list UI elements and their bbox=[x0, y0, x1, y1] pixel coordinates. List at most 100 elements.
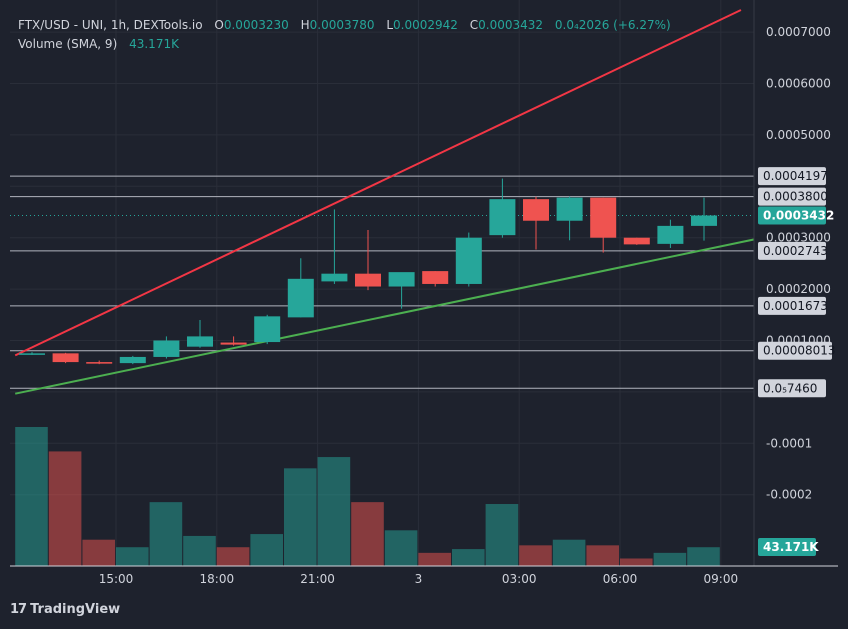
price-tick-label: 0.0002000 bbox=[766, 282, 831, 296]
time-axis[interactable]: 15:00 18:00 21:00 3 03:00 06:00 09:00 bbox=[10, 565, 838, 586]
candle-body bbox=[119, 356, 146, 364]
level-price-badge-label: 0.0002743 bbox=[763, 244, 828, 258]
volume-bar bbox=[418, 552, 451, 566]
legend-volume-label: Volume (SMA, 9) bbox=[18, 37, 118, 51]
candle bbox=[422, 271, 449, 287]
level-price-badge-label: 0.0001673 bbox=[763, 299, 828, 313]
candle-body bbox=[590, 197, 617, 238]
level-price-badge-box bbox=[758, 341, 832, 360]
level-price-badge[interactable]: 0.0004197 bbox=[758, 167, 828, 186]
level-price-badge[interactable]: 0.0003800 bbox=[758, 187, 828, 206]
time-tick-label: 09:00 bbox=[704, 572, 739, 586]
chart-legend: FTX/USD - UNI, 1h, DEXTools.io O0.000323… bbox=[18, 16, 671, 54]
candle-body bbox=[187, 336, 213, 347]
volume-bar bbox=[552, 539, 586, 566]
tradingview-logo[interactable]: 17 TradingView bbox=[10, 602, 120, 617]
horizontal-levels[interactable] bbox=[10, 175, 754, 389]
candle bbox=[187, 319, 213, 348]
legend-symbol: FTX/USD - UNI, 1h, DEXTools.io bbox=[18, 18, 203, 32]
current-price-badge[interactable]: 0.0003432 bbox=[758, 206, 834, 225]
candle bbox=[355, 229, 381, 291]
support-trendline[interactable] bbox=[14, 234, 775, 395]
volume-bar bbox=[284, 468, 317, 566]
candle-body bbox=[254, 316, 281, 343]
volume-bar bbox=[82, 539, 115, 566]
price-tick-label: 0.0007000 bbox=[766, 25, 831, 39]
legend-open-value: 0.0003230 bbox=[223, 18, 289, 32]
tradingview-logo-icon: 17 bbox=[10, 602, 27, 617]
volume-bar bbox=[351, 502, 384, 566]
level-price-badge-label: 0.00008013 bbox=[763, 344, 836, 358]
candle bbox=[388, 272, 415, 309]
candle-body bbox=[86, 362, 113, 364]
legend-volume-value: 43.171K bbox=[129, 37, 179, 51]
volume-bar bbox=[183, 535, 216, 566]
trendlines[interactable] bbox=[14, 9, 775, 395]
volume-value-badge[interactable]: 43.171K bbox=[758, 538, 819, 556]
current-price-badge-label: 0.0003432 bbox=[763, 208, 834, 222]
candle bbox=[119, 355, 146, 365]
legend-high-label: H bbox=[300, 18, 310, 32]
candle bbox=[623, 237, 650, 245]
volume-bar bbox=[620, 558, 653, 566]
volume-value-badge-box bbox=[758, 538, 816, 556]
level-price-badge-box bbox=[758, 167, 826, 186]
level-price-badge-box bbox=[758, 296, 826, 315]
candle bbox=[254, 314, 281, 345]
tradingview-logo-text: TradingView bbox=[30, 602, 121, 617]
candle bbox=[287, 258, 314, 318]
time-tick-label: 18:00 bbox=[200, 572, 235, 586]
price-tick-label: 0.0003000 bbox=[766, 231, 831, 245]
candle-body bbox=[220, 342, 247, 345]
volume-bars bbox=[15, 427, 720, 566]
volume-bar bbox=[485, 504, 519, 566]
candle-body bbox=[691, 215, 717, 226]
level-price-badge[interactable]: 0.0002743 bbox=[758, 241, 828, 260]
candle-body bbox=[153, 340, 180, 357]
candle-body bbox=[556, 197, 583, 221]
candle-body bbox=[287, 278, 314, 318]
candle-body bbox=[657, 225, 684, 244]
grid bbox=[10, 0, 754, 566]
candle-body bbox=[489, 199, 516, 236]
volume-bar bbox=[216, 547, 250, 566]
candle bbox=[657, 219, 684, 248]
candle bbox=[523, 196, 549, 250]
legend-low-value: 0.0002942 bbox=[393, 18, 458, 32]
legend-close-label: C bbox=[469, 18, 479, 32]
time-tick-label: 3 bbox=[415, 572, 423, 586]
current-price-badge-box bbox=[758, 206, 826, 225]
resistance-trendline[interactable] bbox=[14, 9, 742, 357]
volume-bar bbox=[653, 552, 687, 566]
level-price-badge[interactable]: 0.00008013 bbox=[758, 341, 836, 360]
volume-bar bbox=[250, 534, 283, 566]
price-tick-label: -0.0001 bbox=[766, 436, 812, 450]
volume-value-badge-label: 43.171K bbox=[763, 540, 819, 554]
volume-bar bbox=[687, 547, 720, 566]
time-tick-label: 03:00 bbox=[502, 572, 537, 586]
level-price-badge[interactable]: 0.0001673 bbox=[758, 296, 828, 315]
legend-open-label: O bbox=[214, 18, 224, 32]
candle-body bbox=[321, 273, 348, 282]
candle bbox=[220, 336, 247, 346]
candle-body bbox=[422, 271, 449, 284]
legend-high-value: 0.0003780 bbox=[309, 18, 375, 32]
candles bbox=[19, 178, 717, 365]
time-tick-label: 21:00 bbox=[300, 572, 335, 586]
price-tick-label: 0.0005000 bbox=[766, 128, 831, 142]
candle-body bbox=[52, 353, 79, 363]
level-price-badge-label: 0.0004197 bbox=[763, 169, 828, 183]
legend-ohlc-row: FTX/USD - UNI, 1h, DEXTools.io O0.000323… bbox=[18, 16, 671, 35]
candle bbox=[52, 352, 79, 364]
level-price-badge[interactable]: 0.0₅7460 bbox=[758, 379, 826, 398]
price-tick-label: -0.0002 bbox=[766, 488, 812, 502]
candle-body bbox=[388, 272, 415, 287]
time-tick-label: 15:00 bbox=[99, 572, 134, 586]
level-price-badge-box bbox=[758, 379, 826, 398]
price-axis[interactable]: 0.00070000.00060000.00050000.00030000.00… bbox=[753, 0, 848, 629]
level-price-badge-label: 0.0₅7460 bbox=[763, 381, 817, 395]
candle bbox=[153, 336, 180, 359]
candle bbox=[590, 197, 617, 253]
